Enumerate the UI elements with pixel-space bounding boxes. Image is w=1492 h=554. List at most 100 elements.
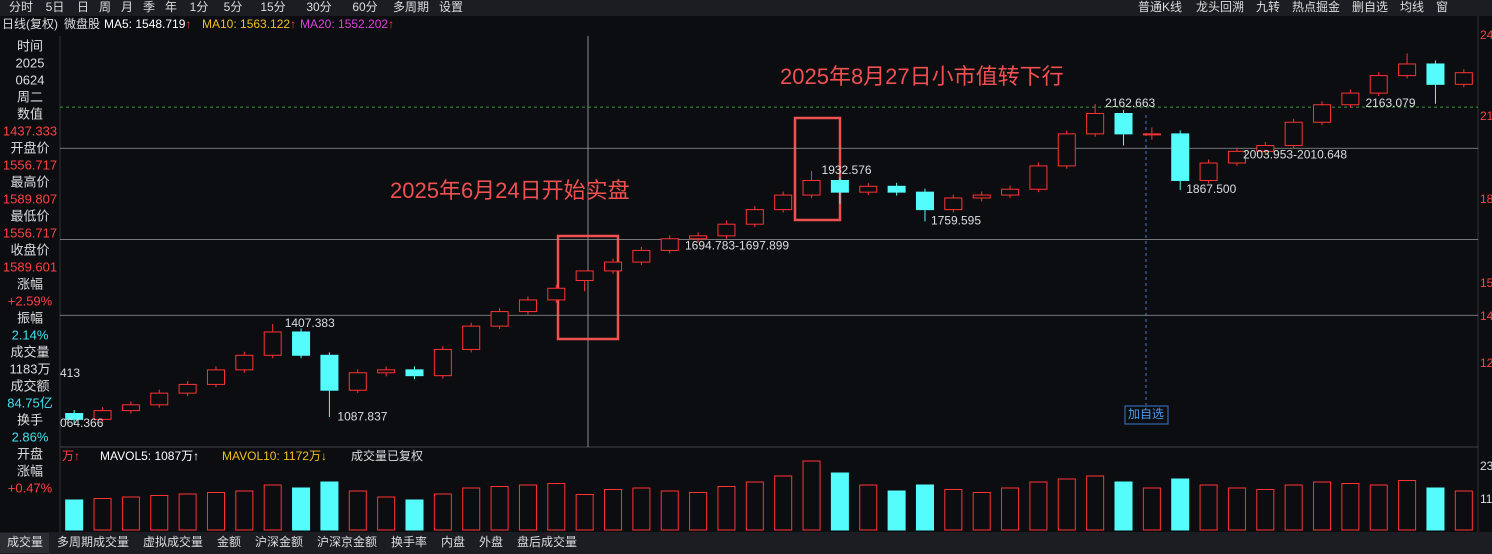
candle-body xyxy=(1142,133,1161,136)
tab[interactable]: 换手率 xyxy=(391,534,427,549)
candle-body xyxy=(405,369,424,377)
toolbar-item[interactable]: 周 xyxy=(99,0,111,14)
candle-body xyxy=(490,311,509,327)
volume-bar xyxy=(178,493,197,531)
tab-bg[interactable] xyxy=(0,533,49,553)
toolbar-item[interactable]: 5日 xyxy=(46,0,65,14)
tab-bg[interactable] xyxy=(210,533,247,553)
tab[interactable]: 外盘 xyxy=(479,534,503,549)
tab[interactable]: 沪深京金额 xyxy=(317,534,377,549)
tab[interactable]: 沪深金额 xyxy=(255,534,303,549)
candle-body xyxy=(859,185,878,193)
volume-legend: MAVOL5: 1087万↑ xyxy=(100,449,199,463)
tab[interactable]: 金额 xyxy=(217,534,241,549)
add-button[interactable]: 加自选 xyxy=(1128,407,1164,421)
candle-body xyxy=(1227,150,1246,164)
candle-body xyxy=(377,369,396,374)
tab[interactable]: 盘后成交量 xyxy=(517,534,577,549)
toolbar-item[interactable]: 月 xyxy=(121,0,133,14)
candle-body xyxy=(1426,63,1445,85)
toolbar-item[interactable]: 日 xyxy=(77,0,89,14)
right-axis-label: 24 xyxy=(1480,28,1492,42)
tab-bg[interactable] xyxy=(510,533,583,553)
toolbar-item[interactable]: 设置 xyxy=(439,0,463,14)
toolbar-item[interactable]: 多周期 xyxy=(393,0,429,14)
add-button-box[interactable] xyxy=(1124,405,1169,425)
candle-body xyxy=(689,235,708,240)
toolbar-item[interactable]: 龙头回溯 xyxy=(1196,0,1244,14)
volume-bar xyxy=(235,490,254,531)
tab-bg[interactable] xyxy=(248,533,309,553)
tab-bg[interactable] xyxy=(50,533,135,553)
toolbar-item[interactable]: 年 xyxy=(165,0,177,14)
tab[interactable]: 成交量 xyxy=(7,534,43,549)
volume-bar xyxy=(1171,478,1190,531)
candle-body xyxy=(433,348,452,377)
right-axis-label: 14 xyxy=(1480,309,1492,323)
tab[interactable]: 虚拟成交量 xyxy=(143,534,203,549)
info-item: 最高价 xyxy=(10,174,49,189)
tab-bg[interactable] xyxy=(136,533,209,553)
volume-bar xyxy=(972,492,991,531)
info-item: 1437.333 xyxy=(3,123,57,138)
info-item: 振幅 xyxy=(17,310,43,325)
tab[interactable]: 多周期成交量 xyxy=(57,534,129,549)
volume-bar xyxy=(1001,487,1020,531)
toolbar-item[interactable]: 删自选 xyxy=(1352,0,1388,14)
right-axis-label: 18 xyxy=(1480,192,1492,206)
volume-bar xyxy=(745,481,764,531)
toolbar-item[interactable]: 1分 xyxy=(190,0,209,14)
volume-bar xyxy=(859,484,878,531)
price-label: 413 xyxy=(60,366,80,380)
info-item: +0.47% xyxy=(8,480,53,495)
candle-body xyxy=(717,223,736,237)
info-item: 开盘价 xyxy=(10,140,49,155)
ma-arrow: ↑ xyxy=(185,17,191,31)
toolbar-item[interactable]: 普通K线 xyxy=(1138,0,1182,14)
volume-bar xyxy=(915,484,934,531)
tab-bg[interactable] xyxy=(310,533,383,553)
candle-body xyxy=(320,354,339,391)
info-item: 数值 xyxy=(17,106,43,121)
volume-bar xyxy=(1398,480,1417,531)
price-label: 2003.953-2010.648 xyxy=(1243,147,1347,161)
toolbar-item[interactable]: 均线 xyxy=(1400,0,1424,14)
toolbar-item[interactable]: 热点掘金 xyxy=(1292,0,1340,14)
toolbar-item[interactable]: 窗 xyxy=(1436,0,1448,14)
volume-bar xyxy=(1426,487,1445,531)
toolbar-item[interactable]: 九转 xyxy=(1256,0,1280,14)
volume-legend: 万↑ xyxy=(62,449,80,463)
tab-bg[interactable] xyxy=(434,533,471,553)
volume-bar xyxy=(405,499,424,531)
tab-bg[interactable] xyxy=(472,533,509,553)
toolbar-item[interactable]: 30分 xyxy=(306,0,331,14)
volume-legend: 成交量已复权 xyxy=(351,448,423,463)
ma-label: MA10: xyxy=(202,17,240,31)
info-item: 0624 xyxy=(16,72,45,87)
volume-bar xyxy=(1341,483,1360,531)
candle-body xyxy=(830,179,849,193)
tab-bg[interactable] xyxy=(384,533,433,553)
candle-body xyxy=(206,369,225,385)
volume-axis-label: 23 xyxy=(1480,459,1492,473)
candle-body xyxy=(1398,63,1417,77)
volume-bar xyxy=(1284,484,1303,531)
info-item: 时间 xyxy=(17,38,43,53)
volume-bar xyxy=(1313,481,1332,531)
candle-body xyxy=(263,331,282,356)
info-item: 2.86% xyxy=(12,429,49,444)
info-item: 涨幅 xyxy=(17,463,43,478)
candle-body xyxy=(235,354,254,371)
volume-bar xyxy=(490,486,509,531)
right-axis-label: 15 xyxy=(1480,276,1492,290)
toolbar-item[interactable]: 60分 xyxy=(352,0,377,14)
tab[interactable]: 内盘 xyxy=(441,534,465,549)
volume-bar xyxy=(887,490,906,531)
candle-body xyxy=(1454,72,1473,85)
toolbar-item[interactable]: 季 xyxy=(143,0,155,14)
toolbar-item[interactable]: 5分 xyxy=(224,0,243,14)
volume-bar xyxy=(802,460,821,531)
toolbar-item[interactable]: 分时 xyxy=(9,0,33,14)
toolbar-item[interactable]: 15分 xyxy=(260,0,285,14)
